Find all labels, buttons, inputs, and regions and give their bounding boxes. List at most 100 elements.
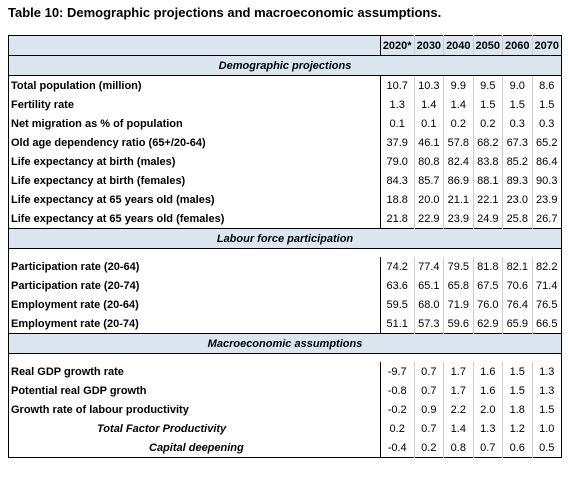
- cell-value: 9.0: [502, 75, 533, 95]
- cell-value: 22.1: [472, 190, 503, 209]
- cell-value: 1.3: [531, 381, 562, 400]
- cell-value: 1.3: [472, 419, 503, 438]
- cell-value: 0.2: [379, 419, 415, 438]
- cell-value: 89.3: [502, 171, 533, 190]
- cell-value: 86.4: [531, 152, 562, 171]
- cell-value: 59.5: [379, 295, 415, 314]
- row-label: Total population (million): [8, 75, 381, 95]
- cell-value: 66.5: [531, 314, 562, 334]
- row-label: Net migration as % of population: [8, 114, 381, 133]
- header-row: 2020* 2030 2040 2050 2060 2070: [8, 35, 562, 56]
- cell-value: 22.9: [413, 209, 444, 229]
- cell-value: 25.8: [502, 209, 533, 229]
- section-title: Macroeconomic assumptions: [8, 333, 562, 354]
- data-row: Participation rate (20-64) 74.2 77.4 79.5 81…: [8, 257, 562, 276]
- cell-value: -0.2: [379, 400, 415, 419]
- cell-value: 63.6: [379, 276, 415, 295]
- cell-value: 74.2: [379, 257, 415, 276]
- cell-value: 23.9: [531, 190, 562, 209]
- cell-value: 67.5: [472, 276, 503, 295]
- cell-value: 57.8: [443, 133, 474, 152]
- row-label: Old age dependency ratio (65+/20-64): [8, 133, 381, 152]
- data-row: Old age dependency ratio (65+/20-64) 37.9…: [8, 133, 562, 152]
- cell-value: 85.2: [502, 152, 533, 171]
- cell-value: 0.7: [413, 362, 444, 381]
- row-label: Growth rate of labour productivity: [8, 400, 381, 419]
- data-row: Total Factor Productivity 0.2 0.7 1.4 1.3 1.2…: [8, 419, 562, 438]
- cell-value: 80.8: [413, 152, 444, 171]
- data-row: Potential real GDP growth -0.8 0.7 1.7 1.6 1.…: [8, 381, 562, 400]
- cell-value: 1.4: [443, 419, 474, 438]
- section-row: Demographic projections: [8, 55, 562, 76]
- cell-value: 62.9: [472, 314, 503, 334]
- section-title: Demographic projections: [8, 55, 562, 76]
- row-label: Life expectancy at 65 years old (males): [8, 190, 381, 209]
- cell-value: 1.5: [502, 95, 533, 114]
- data-row: Fertility rate 1.3 1.4 1.4 1.5 1.5 1.5: [8, 95, 562, 114]
- cell-value: 1.4: [443, 95, 474, 114]
- cell-value: 0.1: [413, 114, 444, 133]
- cell-value: 26.7: [531, 209, 562, 229]
- data-row: Real GDP growth rate -9.7 0.7 1.7 1.6 1.5 1.3: [8, 362, 562, 381]
- cell-value: 23.0: [502, 190, 533, 209]
- cell-value: 71.4: [531, 276, 562, 295]
- row-label: Life expectancy at birth (males): [8, 152, 381, 171]
- cell-value: 0.2: [443, 114, 474, 133]
- cell-value: 0.7: [472, 438, 503, 458]
- cell-value: 1.5: [472, 95, 503, 114]
- cell-value: 65.2: [531, 133, 562, 152]
- data-row: Life expectancy at birth (males) 79.0 80.8…: [8, 152, 562, 171]
- cell-value: 65.1: [413, 276, 444, 295]
- cell-value: 84.3: [379, 171, 415, 190]
- cell-value: 10.7: [379, 75, 415, 95]
- cell-value: 37.9: [379, 133, 415, 152]
- data-row: Capital deepening -0.4 0.2 0.8 0.7 0.6 0.5: [8, 438, 562, 458]
- cell-value: 9.5: [472, 75, 503, 95]
- cell-value: -9.7: [379, 362, 415, 381]
- data-row: Life expectancy at 65 years old (females…: [8, 209, 562, 229]
- row-label: Potential real GDP growth: [8, 381, 381, 400]
- cell-value: 0.2: [413, 438, 444, 458]
- cell-value: 1.5: [531, 400, 562, 419]
- column-header: 2060: [502, 35, 533, 56]
- cell-value: 21.8: [379, 209, 415, 229]
- cell-value: 79.0: [379, 152, 415, 171]
- cell-value: 1.6: [472, 362, 503, 381]
- cell-value: 2.0: [472, 400, 503, 419]
- section-row: Labour force participation: [8, 228, 562, 249]
- cell-value: 70.6: [502, 276, 533, 295]
- column-header: 2030: [413, 35, 444, 56]
- cell-value: 68.2: [472, 133, 503, 152]
- column-header: 2070: [531, 35, 562, 56]
- data-row: Participation rate (20-74) 63.6 65.1 65.8 67…: [8, 276, 562, 295]
- cell-value: 1.5: [502, 381, 533, 400]
- section-title: Labour force participation: [8, 228, 562, 249]
- section-row: Macroeconomic assumptions: [8, 333, 562, 354]
- spacer: [9, 249, 562, 258]
- data-row: Net migration as % of population 0.1 0.1 0.…: [8, 114, 562, 133]
- cell-value: 85.7: [413, 171, 444, 190]
- spacer-row: [9, 354, 562, 363]
- cell-value: 0.1: [379, 114, 415, 133]
- cell-value: 57.3: [413, 314, 444, 334]
- cell-value: 46.1: [413, 133, 444, 152]
- cell-value: 0.3: [502, 114, 533, 133]
- cell-value: -0.8: [379, 381, 415, 400]
- row-label: Employment rate (20-74): [8, 314, 381, 334]
- cell-value: 82.2: [531, 257, 562, 276]
- cell-value: 10.3: [413, 75, 444, 95]
- cell-value: 76.4: [502, 295, 533, 314]
- spacer-row: [9, 249, 562, 258]
- column-header: 2050: [472, 35, 503, 56]
- table: 2020* 2030 2040 2050 2060 2070 Demographic pro…: [8, 35, 562, 458]
- cell-value: 1.5: [502, 362, 533, 381]
- cell-value: 1.3: [379, 95, 415, 114]
- row-label: Employment rate (20-64): [8, 295, 381, 314]
- row-label: Capital deepening: [8, 438, 381, 458]
- cell-value: 1.7: [443, 381, 474, 400]
- row-label: Life expectancy at birth (females): [8, 171, 381, 190]
- cell-value: 1.6: [472, 381, 503, 400]
- row-label: Participation rate (20-74): [8, 276, 381, 295]
- cell-value: 67.3: [502, 133, 533, 152]
